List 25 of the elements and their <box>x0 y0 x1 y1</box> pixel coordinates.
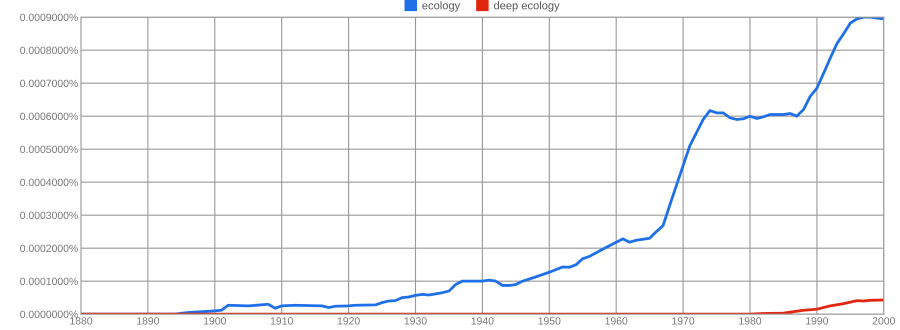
y-tick-label: 0.0005000% <box>20 146 78 154</box>
x-tick-label: 1920 <box>338 317 360 325</box>
y-tick-label: 0.0008000% <box>20 46 78 54</box>
y-tick-label: 0.0006000% <box>20 112 78 120</box>
legend-label: ecology <box>422 1 460 12</box>
x-tick-label: 1990 <box>806 317 828 325</box>
x-tick-label: 1910 <box>270 317 293 325</box>
x-tick-label: 1960 <box>605 317 628 325</box>
x-tick-label: 1950 <box>538 317 560 325</box>
y-tick-label: 0.0003000% <box>20 212 78 220</box>
x-tick-label: 1890 <box>137 317 160 325</box>
x-tick-label: 1980 <box>739 317 762 325</box>
x-tick-label: 1970 <box>672 317 694 325</box>
legend-label: deep ecology <box>494 1 560 12</box>
y-tick-label: 0.0000000% <box>20 310 78 318</box>
x-tick-label: 1880 <box>70 317 92 325</box>
y-tick-label: 0.0001000% <box>20 278 78 286</box>
x-tick-label: 1940 <box>472 317 494 325</box>
x-tick-label: 2000 <box>872 317 895 325</box>
y-tick-label: 0.0009000% <box>20 14 78 22</box>
y-tick-label: 0.0007000% <box>20 80 78 88</box>
y-tick-label: 0.0004000% <box>20 178 78 186</box>
x-tick-label: 1930 <box>404 317 427 325</box>
x-tick-label: 1900 <box>204 317 226 325</box>
y-tick-label: 0.0002000% <box>20 244 78 252</box>
